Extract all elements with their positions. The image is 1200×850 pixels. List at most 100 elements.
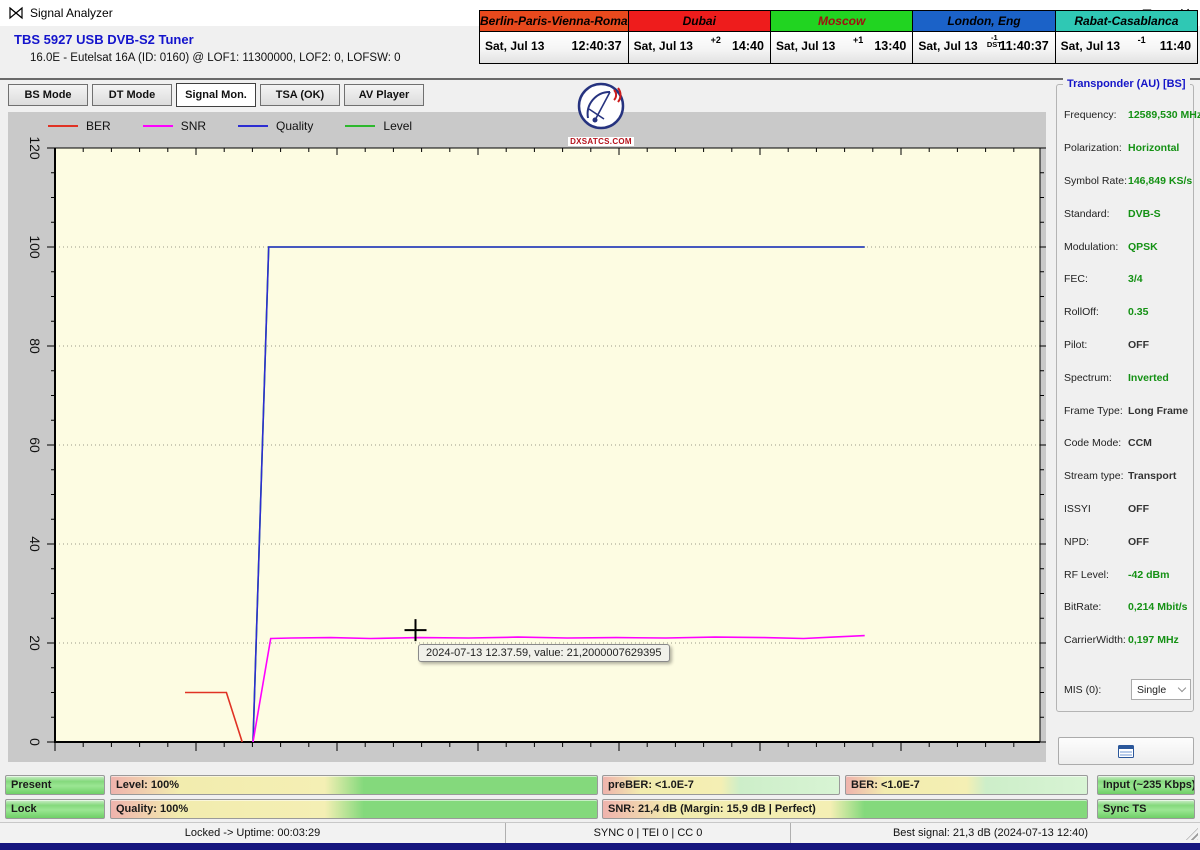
transponder-row: Spectrum: Inverted [1057,361,1193,394]
clock-time: 12:40:37 [571,39,622,53]
transponder-value: 3/4 [1128,273,1143,286]
world-clock-strip: Berlin-Paris-Vienna-Roma Sat, Jul 13 12:40… [479,10,1198,64]
legend-item-quality: Quality [238,117,313,135]
best-signal-status: Best signal: 21,3 dB (2024-07-13 12:40) [790,823,1190,844]
transponder-label: Standard: [1064,207,1110,220]
clock-city-label: Rabat-Casablanca [1055,11,1198,32]
clock-berlin-paris-vienna-roma: Berlin-Paris-Vienna-Roma Sat, Jul 13 12:40… [480,11,628,63]
clock-city-label: Berlin-Paris-Vienna-Roma [480,11,628,32]
svg-text:100: 100 [27,235,43,259]
transponder-value: DVB-S [1128,207,1161,220]
transponder-row: RF Level: -42 dBm [1057,558,1193,591]
bottom-status-bar: Locked -> Uptime: 00:03:29 SYNC 0 | TEI … [0,822,1200,844]
legend-label: Level [383,119,413,133]
transponder-row: Stream type: Transport [1057,460,1193,493]
transponder-value: 12589,530 MHz [1128,109,1200,122]
clock-utc-offset: +2 [710,35,721,45]
clock-city-label: London, Eng [913,11,1055,32]
clock-utc-offset: +1 [852,35,864,45]
status-bar-input-235-kbps-: Input (~235 Kbps) [1097,775,1195,795]
sync-status: SYNC 0 | TEI 0 | CC 0 [505,823,790,844]
transponder-row: NPD: OFF [1057,525,1193,558]
clock-time: 14:40 [731,39,764,53]
svg-text:40: 40 [27,536,43,552]
transponder-label: Frame Type: [1064,404,1123,417]
legend-label: SNR [180,119,207,133]
status-bar-snr: SNR: 21,4 dB (Margin: 15,9 dB | Perfect) [602,799,1088,819]
transponder-value: Inverted [1128,371,1169,384]
mis-row: MIS (0): Single [1057,679,1193,700]
transponder-rows: Frequency: 12589,530 MHz Polarization: Hori… [1057,99,1200,657]
window-title: Signal Analyzer [30,6,113,20]
clock-time: 11:40 [1159,39,1192,53]
chart-legend: BER SNR Quality Level [48,117,412,135]
clock-time-cell: Sat, Jul 13 +2 14:40 [628,32,770,63]
clock-rabat-casablanca: Rabat-Casablanca Sat, Jul 13 -1 11:40 [1054,11,1198,63]
transponder-row: Modulation: QPSK [1057,230,1193,263]
mis-dropdown[interactable]: Single [1131,679,1191,700]
satellite-dish-icon [577,82,625,130]
tab-av-player[interactable]: AV Player [344,84,424,106]
tab-tsa-ok-[interactable]: TSA (OK) [260,84,340,106]
transponder-row: Frequency: 12589,530 MHz [1057,99,1200,132]
table-icon [1118,744,1134,758]
clock-time: 11:40:37 [999,39,1049,53]
tab-bs-mode[interactable]: BS Mode [8,84,88,106]
status-bars-row1: Present Level: 100% preBER: <1.0E-7 BER: <1… [0,775,1200,795]
transponder-value: OFF [1128,535,1149,548]
transponder-row: CarrierWidth: 0,197 MHz [1057,624,1193,657]
clock-time-cell: Sat, Jul 13 -1 DST 11:40:37 [913,32,1055,63]
chevron-down-icon [1177,683,1187,693]
clock-date: Sat, Jul 13 [633,39,693,53]
legend-line-sample [48,125,78,127]
legend-item-ber: BER [48,117,111,135]
status-bar-level: Level: 100% [110,775,598,795]
legend-label: Quality [276,119,314,133]
transponder-value: Transport [1128,470,1177,483]
transponder-row: Polarization: Horizontal [1057,132,1193,165]
background-window-strip [0,843,1200,850]
transponder-value: 0.35 [1128,306,1149,319]
legend-line-sample [345,125,376,127]
svg-text:0: 0 [27,738,43,746]
transponder-row: BitRate: 0,214 Mbit/s [1057,591,1193,624]
transponder-label: RF Level: [1064,568,1109,581]
transponder-label: Symbol Rate: [1064,174,1128,187]
status-bars-row2: Lock Quality: 100% SNR: 21,4 dB (Margin: 1… [0,799,1200,819]
status-bar-sync-ts: Sync TS [1097,799,1195,819]
transponder-panel-title: Transponder (AU) [BS] [1063,78,1190,90]
status-bar-preber: preBER: <1.0E-7 [602,775,840,795]
clock-city-label: Dubai [628,11,770,32]
tuner-subtitle: 16.0E - Eutelsat 16A (ID: 0160) @ LOF1: … [30,52,401,64]
transponder-value: QPSK [1128,240,1158,253]
transponder-label: FEC: [1064,273,1088,286]
status-bar-ber: BER: <1.0E-7 [845,775,1088,795]
transponder-value: OFF [1128,338,1149,351]
mis-label: MIS (0): [1064,683,1102,696]
clock-london-eng: London, Eng Sat, Jul 13 -1 DST 11:40:37 [912,11,1055,63]
clock-time: 13:40 [874,39,907,53]
chart-tooltip: 2024-07-13 12.37.59, value: 21,200000762… [418,644,670,662]
clock-dubai: Dubai Sat, Jul 13 +2 14:40 [627,11,770,63]
tab-signal-mon-[interactable]: Signal Mon. [176,83,256,107]
separator-line [0,78,1200,80]
transponder-row: Symbol Rate: 146,849 KS/s [1057,165,1193,198]
transponder-label: Frequency: [1064,109,1117,122]
svg-text:60: 60 [27,437,43,453]
clock-utc-offset: -1 [1137,35,1146,45]
log-button[interactable] [1058,737,1194,765]
signal-monitor-chart: BER SNR Quality Level 0 20 40 60 80 100 120 2024-… [8,112,1047,762]
app-icon [8,5,24,26]
transponder-value: OFF [1128,502,1149,515]
transponder-panel: Transponder (AU) [BS] Frequency: 12589,53… [1056,78,1200,712]
tab-dt-mode[interactable]: DT Mode [92,84,172,106]
status-bar-lock: Lock [5,799,105,819]
transponder-value: -42 dBm [1128,568,1170,581]
transponder-row: Frame Type: Long Frame [1057,394,1193,427]
status-bar-present: Present [5,775,105,795]
clock-time-cell: Sat, Jul 13 -1 11:40 [1055,32,1198,63]
mode-tabs: BS Mode DT Mode Signal Mon. TSA (OK) AV Play… [8,83,424,107]
transponder-value: Long Frame [1128,404,1189,417]
clock-date: Sat, Jul 13 [1060,39,1121,53]
tuner-title: TBS 5927 USB DVB-S2 Tuner [14,32,194,47]
